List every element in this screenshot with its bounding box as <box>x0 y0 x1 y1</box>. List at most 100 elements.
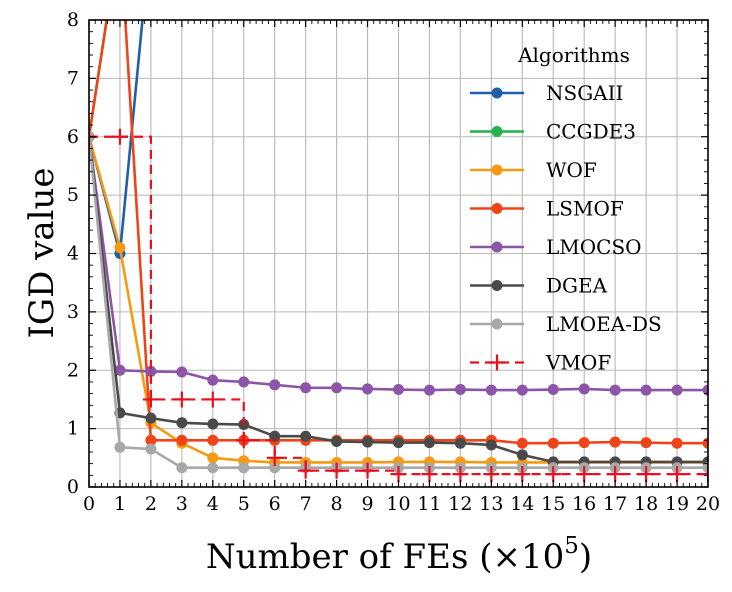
data-point <box>362 436 374 448</box>
data-point <box>114 242 126 254</box>
data-point <box>607 466 624 483</box>
data-point <box>207 418 219 430</box>
y-tick-label: 7 <box>67 67 79 89</box>
x-tick-label: 10 <box>386 493 410 515</box>
data-point <box>702 462 708 474</box>
legend-item-lsmof: LSMOF <box>470 197 624 221</box>
data-point <box>176 417 188 429</box>
data-point <box>114 364 126 376</box>
legend-label: LMOCSO <box>546 235 642 259</box>
data-point <box>423 384 435 396</box>
x-tick-label: 12 <box>448 493 472 515</box>
y-axis-title: IGD value <box>22 167 62 338</box>
legend-item-lmocso: LMOCSO <box>470 235 642 259</box>
legend-label: DGEA <box>546 274 608 298</box>
data-point <box>671 384 683 396</box>
data-point <box>300 430 312 442</box>
y-tick-label: 6 <box>67 126 79 148</box>
x-tick-label: 8 <box>331 493 343 515</box>
data-point <box>207 374 219 386</box>
x-tick-label: 1 <box>114 493 126 515</box>
data-point <box>578 437 590 449</box>
legend-swatch-marker <box>489 354 505 371</box>
legend-label: NSGAII <box>546 81 623 105</box>
legend-item-nsgaii: NSGAII <box>470 81 623 105</box>
x-axis-title: Number of FEs (×105) <box>206 533 592 577</box>
data-point <box>454 437 466 449</box>
legend-label: CCGDE3 <box>546 120 636 144</box>
x-tick-label: 7 <box>300 493 312 515</box>
x-tick-label: 20 <box>696 493 720 515</box>
data-point <box>547 384 559 396</box>
data-point <box>516 384 528 396</box>
data-point <box>700 466 708 483</box>
x-tick-label: 5 <box>238 493 250 515</box>
data-point <box>266 449 283 466</box>
x-tick-label: 2 <box>145 493 157 515</box>
data-point <box>204 391 221 408</box>
data-point <box>235 432 252 449</box>
data-point <box>669 466 686 483</box>
y-tick-label: 2 <box>67 359 79 381</box>
data-point <box>452 466 469 483</box>
data-point <box>576 466 593 483</box>
x-tick-label: 18 <box>634 493 658 515</box>
data-point <box>547 437 559 449</box>
y-tick-label: 1 <box>67 418 79 440</box>
data-point <box>331 435 343 447</box>
data-point <box>176 462 188 474</box>
x-tick-label: 11 <box>417 493 441 515</box>
x-tick-label: 13 <box>479 493 503 515</box>
data-point <box>393 437 404 449</box>
data-point <box>207 452 219 464</box>
data-point <box>207 434 219 446</box>
data-point <box>269 462 281 474</box>
data-point <box>269 379 281 391</box>
x-tick-label: 15 <box>541 493 565 515</box>
legend-item-wof: WOF <box>470 158 597 182</box>
data-point <box>640 384 652 396</box>
data-point <box>638 466 655 483</box>
legend-label: LSMOF <box>546 197 624 221</box>
x-tick-label: 17 <box>603 493 627 515</box>
legend-item-dgea: DGEA <box>470 274 608 298</box>
data-point <box>362 383 374 395</box>
data-point <box>145 434 157 446</box>
legend-swatch-marker <box>491 318 503 330</box>
data-point <box>297 462 314 479</box>
legend-swatch-marker <box>491 280 503 291</box>
data-point <box>514 466 531 483</box>
data-point <box>331 382 343 394</box>
data-point <box>702 384 708 396</box>
grid <box>89 20 708 487</box>
data-point <box>485 384 497 396</box>
data-point <box>145 443 157 455</box>
legend-swatch-marker <box>491 241 503 253</box>
data-point <box>142 391 159 408</box>
x-tick-label: 4 <box>207 493 219 515</box>
data-point <box>173 391 190 408</box>
data-point <box>483 466 500 483</box>
series-dgea <box>89 131 708 468</box>
legend-label: VMOF <box>545 351 611 375</box>
legend-swatch-marker <box>491 87 503 99</box>
y-tick-label: 3 <box>67 301 79 323</box>
data-point <box>238 462 250 474</box>
legend-label: LMOEA-DS <box>546 312 662 336</box>
data-point <box>114 441 126 453</box>
x-tick-label: 16 <box>572 493 596 515</box>
data-point <box>393 384 404 396</box>
data-point <box>176 366 188 378</box>
x-axis-title-exp: 5 <box>564 533 579 559</box>
x-tick-label: 9 <box>362 493 374 515</box>
data-point <box>485 439 497 451</box>
y-tick-label: 5 <box>67 184 79 206</box>
data-point <box>421 466 438 483</box>
legend-item-lmoea-ds: LMOEA-DS <box>470 312 662 336</box>
y-tick-label: 0 <box>67 476 79 498</box>
data-point <box>359 462 376 479</box>
x-tick-label: 6 <box>269 493 281 515</box>
data-point <box>545 466 562 483</box>
x-axis-title-close: ) <box>579 537 592 577</box>
